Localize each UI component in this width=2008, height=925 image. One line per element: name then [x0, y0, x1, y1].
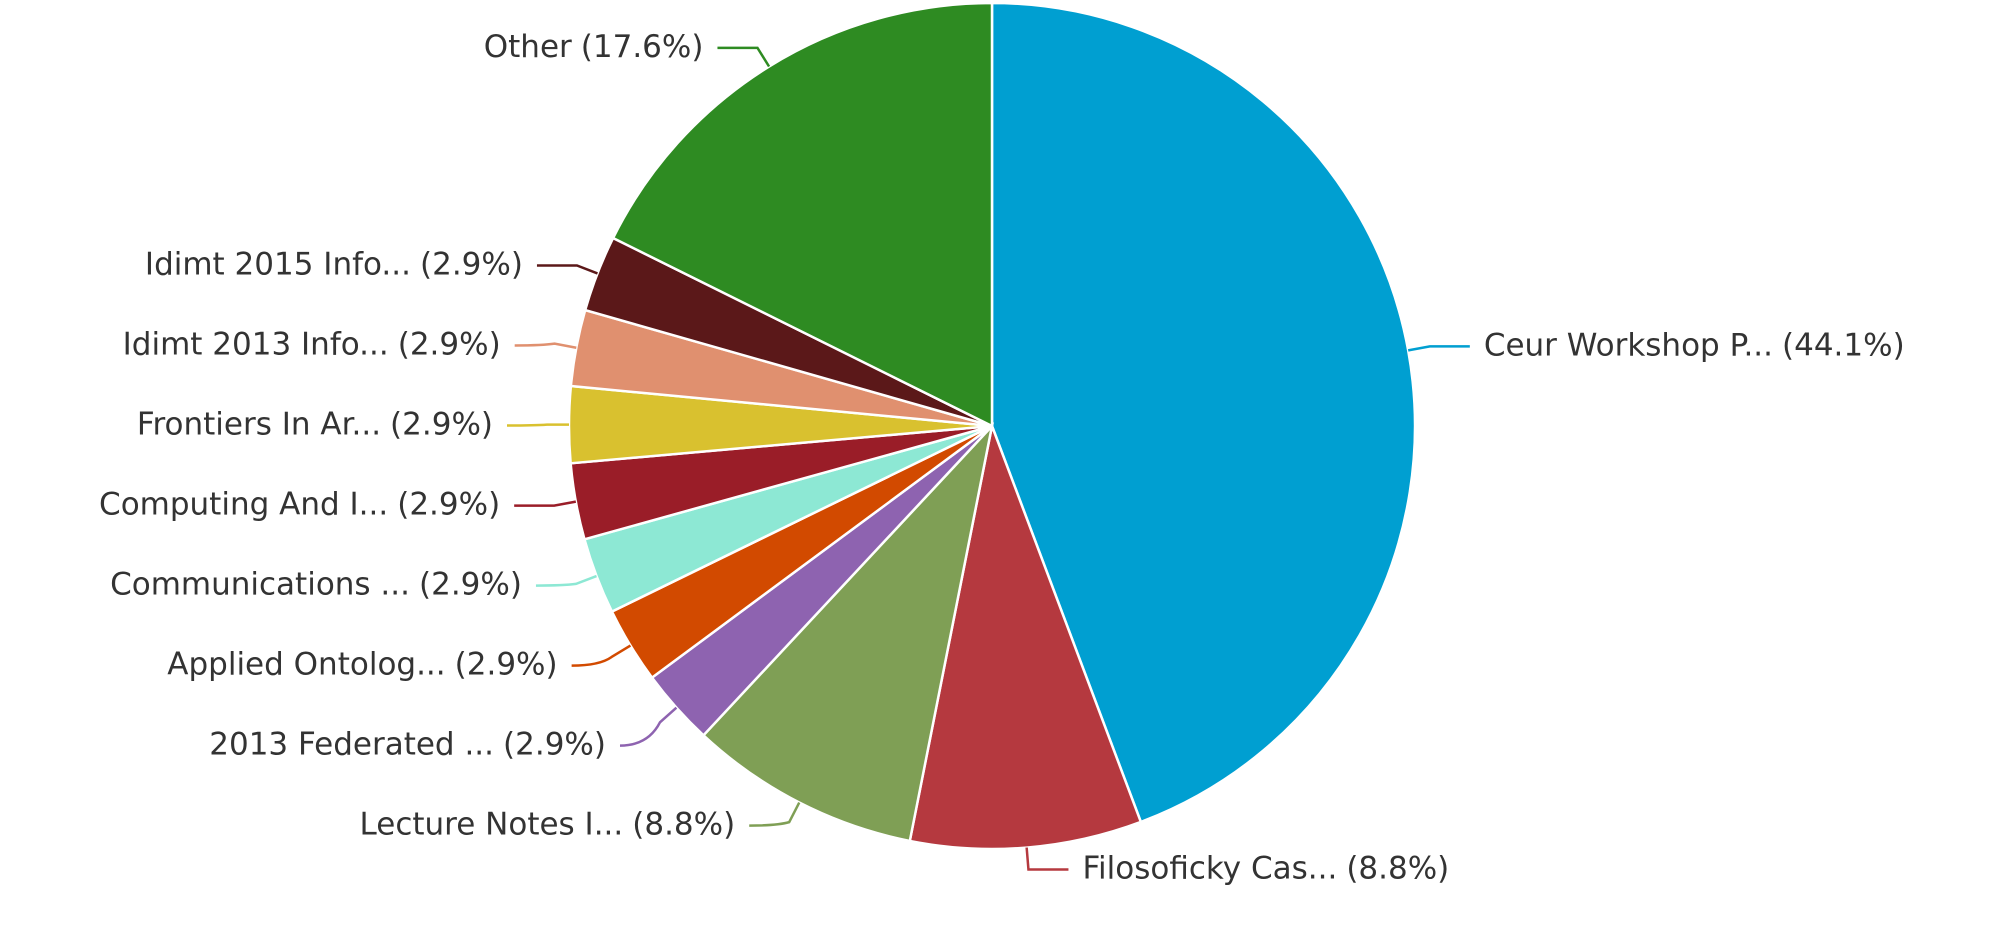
- leader-line: [619, 706, 678, 747]
- slice-label-name: Applied Ontolog...: [167, 646, 445, 682]
- leader-line: [514, 342, 577, 349]
- slice-label-value: (8.8%): [632, 806, 735, 842]
- leader-line: [1025, 847, 1069, 871]
- slice-label-name: Frontiers In Ar...: [137, 406, 381, 442]
- leader-line: [717, 46, 771, 68]
- slice-label: Communications ... (2.9%): [110, 566, 522, 602]
- pie-slice: [990, 1, 1417, 824]
- slice-label: Applied Ontolog... (2.9%): [167, 646, 557, 682]
- slice-label: Idimt 2013 Info... (2.9%): [123, 326, 501, 362]
- slice-label-value: (17.6%): [581, 28, 704, 64]
- slice-label: Lecture Notes I... (8.8%): [360, 806, 736, 842]
- slice-label-value: (2.9%): [420, 246, 523, 282]
- slice-label-value: (44.1%): [1782, 327, 1905, 363]
- slice-label-value: (2.9%): [398, 326, 501, 362]
- pie-slice: [701, 421, 995, 843]
- slice-label-name: 2013 Federated ...: [209, 726, 494, 762]
- leader-line: [535, 574, 597, 587]
- slice-label-name: Communications ...: [110, 566, 410, 602]
- leader-line: [1407, 345, 1470, 352]
- slice-label: Idimt 2015 Info... (2.9%): [145, 246, 523, 282]
- slice-label-name: Ceur Workshop P...: [1484, 327, 1773, 363]
- slice-label-value: (2.9%): [503, 726, 606, 762]
- slice-label-value: (2.9%): [390, 406, 493, 442]
- slice-label-value: (2.9%): [419, 566, 522, 602]
- slice-label-name: Idimt 2015 Info...: [145, 246, 411, 282]
- slice-label: Frontiers In Ar... (2.9%): [137, 406, 493, 442]
- slice-label: Filosoficky Cas... (8.8%): [1082, 850, 1449, 886]
- slice-label-name: Computing And I...: [99, 486, 388, 522]
- leader-line: [507, 423, 570, 427]
- leader-line: [514, 500, 577, 507]
- slice-label-name: Lecture Notes I...: [360, 806, 624, 842]
- slice-label-value: (8.8%): [1346, 850, 1449, 886]
- slice-label: Ceur Workshop P... (44.1%): [1484, 327, 1905, 363]
- slice-label: 2013 Federated ... (2.9%): [209, 726, 606, 762]
- leader-line: [571, 644, 632, 667]
- slice-label-value: (2.9%): [455, 646, 558, 682]
- slice-label-name: Idimt 2013 Info...: [123, 326, 389, 362]
- slice-label: Computing And I... (2.9%): [99, 486, 500, 522]
- slice-label: Other (17.6%): [484, 28, 704, 64]
- slice-label-value: (2.9%): [397, 486, 500, 522]
- slice-label-name: Other: [484, 28, 572, 64]
- slice-label-name: Filosoficky Cas...: [1082, 850, 1337, 886]
- leader-line: [749, 801, 801, 827]
- leader-line: [536, 264, 598, 275]
